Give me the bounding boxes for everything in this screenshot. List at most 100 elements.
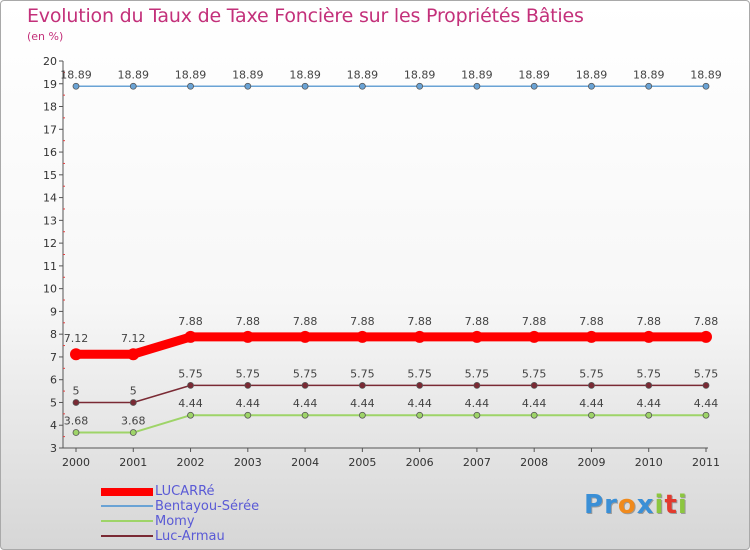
data-point-luc-armau (645, 381, 653, 389)
data-point-bentayou-seree (702, 82, 710, 90)
data-label-luc-armau: 5.75 (407, 367, 432, 380)
data-label-lucarre: 7.88 (465, 315, 490, 328)
data-label-momy: 4.44 (178, 397, 203, 410)
data-label-bentayou-seree: 18.89 (232, 68, 264, 81)
data-point-bentayou-seree (358, 82, 366, 90)
data-label-luc-armau: 5.75 (579, 367, 604, 380)
data-point-lucarre (184, 330, 197, 343)
proxiti-logo: Proxiti (584, 490, 688, 520)
data-point-bentayou-seree (129, 82, 137, 90)
x-tick-label: 2001 (119, 456, 147, 469)
x-tick-label: 2000 (62, 456, 90, 469)
logo-letter: x (636, 490, 655, 520)
data-label-momy: 4.44 (522, 397, 547, 410)
data-point-bentayou-seree (530, 82, 538, 90)
y-tick-label: 6 (50, 374, 57, 387)
x-tick-label: 2003 (234, 456, 262, 469)
data-label-bentayou-seree: 18.89 (60, 68, 92, 81)
chart-title: Evolution du Taux de Taxe Foncière sur l… (27, 5, 584, 27)
data-point-momy (129, 429, 137, 436)
data-label-lucarre: 7.88 (694, 315, 719, 328)
legend-swatch-luc-armau (101, 535, 153, 537)
legend-swatch-lucarre (101, 488, 153, 496)
data-point-momy (702, 411, 710, 419)
data-point-momy (72, 429, 80, 436)
logo-letter: i (654, 490, 665, 520)
data-label-lucarre: 7.88 (579, 315, 604, 328)
data-point-luc-armau (72, 399, 80, 406)
y-axis-unit-label: (en %) (27, 30, 64, 43)
data-point-bentayou-seree (416, 82, 424, 90)
data-label-bentayou-seree: 18.89 (518, 68, 550, 81)
y-tick-label: 8 (50, 328, 57, 341)
legend-label-lucarre: LUCARRé (155, 484, 215, 499)
y-tick-label: 9 (50, 305, 57, 318)
data-point-momy (416, 411, 424, 419)
series-line-luc-armau (76, 384, 706, 404)
y-tick-label: 3 (50, 442, 57, 455)
y-tick-label: 17 (43, 123, 57, 136)
data-point-momy (530, 411, 538, 419)
chart-axes: 3 4 5 6 7 8 9 10 11 12 13 14 15 16 17 18 19 20 2000 2001 200… (43, 55, 720, 469)
x-tick-label: 2008 (520, 456, 548, 469)
data-label-lucarre: 7.12 (64, 332, 89, 345)
data-label-luc-armau: 5.75 (178, 367, 203, 380)
data-point-lucarre (241, 330, 254, 343)
data-label-luc-armau: 5.75 (636, 367, 661, 380)
x-tick-label: 2010 (635, 456, 663, 469)
data-label-bentayou-seree: 18.89 (633, 68, 665, 81)
data-point-bentayou-seree (244, 82, 252, 90)
data-label-luc-armau: 5 (130, 384, 137, 397)
data-point-momy (358, 411, 366, 419)
data-label-lucarre: 7.88 (636, 315, 661, 328)
data-label-momy: 3.68 (121, 415, 146, 428)
data-point-lucarre (356, 330, 369, 343)
data-label-lucarre: 7.88 (407, 315, 432, 328)
data-label-bentayou-seree: 18.89 (461, 68, 493, 81)
logo-letter: i (677, 490, 688, 520)
data-point-momy (645, 411, 653, 419)
chart-series (70, 82, 712, 436)
data-label-momy: 4.44 (579, 397, 604, 410)
data-label-lucarre: 7.12 (121, 332, 146, 345)
y-tick-label: 16 (43, 146, 57, 159)
data-point-bentayou-seree (473, 82, 481, 90)
y-tick-label: 15 (43, 169, 57, 182)
chart-legend: LUCARRé Bentayou-Sérée Momy Luc-Armau (101, 484, 301, 544)
data-point-luc-armau (473, 381, 481, 389)
data-label-bentayou-seree: 18.89 (404, 68, 436, 81)
data-point-luc-armau (358, 381, 366, 389)
y-tick-label: 18 (43, 101, 57, 114)
data-point-lucarre (528, 330, 541, 343)
data-point-lucarre (700, 330, 712, 343)
data-label-momy: 4.44 (293, 397, 318, 410)
data-point-luc-armau (301, 381, 309, 389)
data-label-luc-armau: 5.75 (522, 367, 547, 380)
legend-item-momy: Momy (101, 514, 301, 529)
series-line-lucarre (76, 332, 706, 359)
data-point-luc-armau (588, 381, 595, 389)
legend-item-lucarre: LUCARRé (101, 484, 301, 499)
data-point-lucarre (470, 330, 483, 343)
data-point-luc-armau (416, 381, 424, 389)
data-label-luc-armau: 5.75 (293, 367, 318, 380)
series-line-momy (76, 414, 706, 434)
data-label-lucarre: 7.88 (236, 315, 261, 328)
data-point-bentayou-seree (588, 82, 595, 90)
data-point-luc-armau (530, 381, 538, 389)
data-point-bentayou-seree (187, 82, 194, 90)
data-label-momy: 3.68 (64, 415, 89, 428)
x-tick-label: 2004 (291, 456, 319, 469)
chart-data-labels: 18.89 18.89 18.89 18.89 18.89 18.89 18.89 18.89… (60, 68, 722, 427)
data-point-momy (301, 411, 309, 419)
data-point-bentayou-seree (645, 82, 653, 90)
data-point-lucarre (642, 330, 655, 343)
logo-letter: o (617, 490, 637, 520)
data-point-bentayou-seree (72, 82, 80, 90)
data-point-lucarre (70, 348, 82, 361)
data-point-bentayou-seree (301, 82, 309, 90)
data-point-lucarre (585, 330, 598, 343)
data-label-lucarre: 7.88 (350, 315, 375, 328)
y-tick-label: 4 (50, 419, 57, 432)
y-tick-label: 14 (43, 192, 57, 205)
